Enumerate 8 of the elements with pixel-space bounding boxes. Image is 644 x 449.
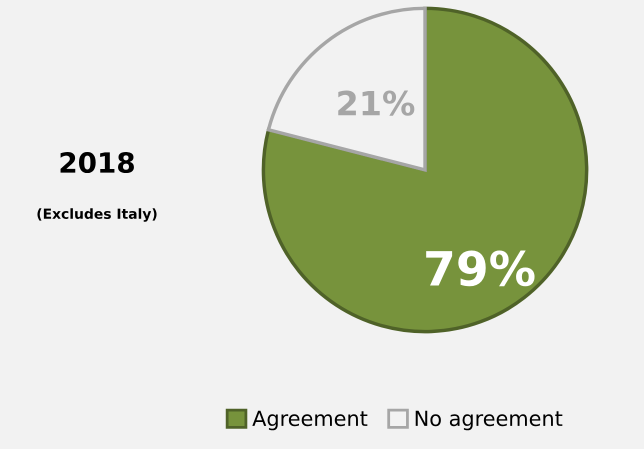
data-label: 21%: [338, 90, 414, 116]
pie-slice: [262, 6, 588, 334]
text: 2018: [60, 152, 134, 174]
legend-label: No agreement: [416, 410, 562, 430]
legend-label: Agreement: [252, 410, 368, 430]
data-label: 79%: [426, 250, 535, 286]
text: (Excludes Italy): [37, 208, 157, 222]
pie-slice: [266, 6, 427, 172]
